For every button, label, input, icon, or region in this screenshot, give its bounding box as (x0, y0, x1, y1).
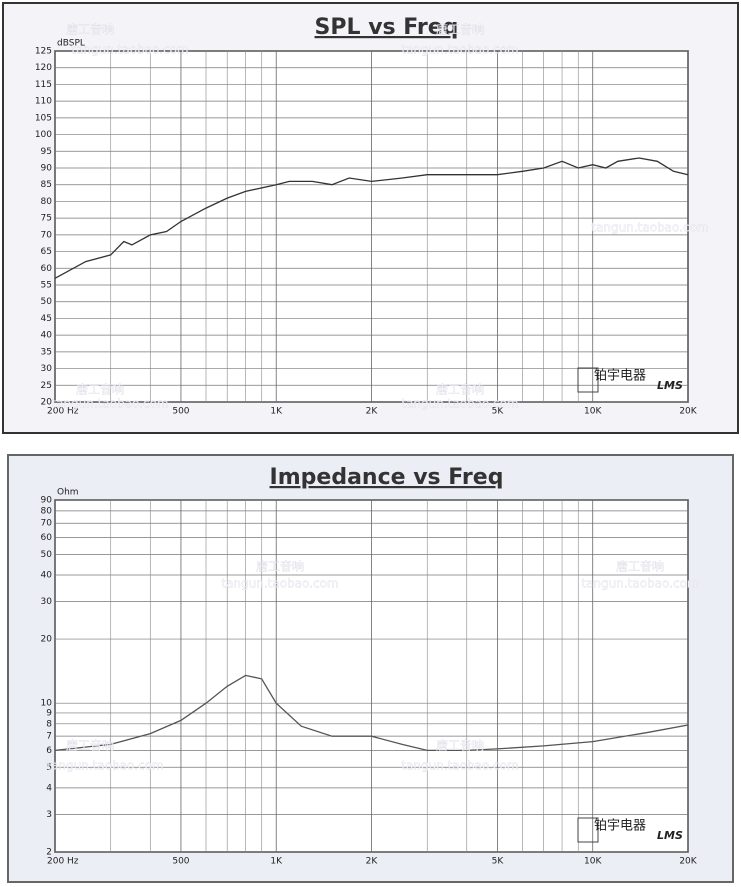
y-tick-label: 75 (41, 214, 52, 224)
y-tick-label: 90 (41, 164, 53, 174)
y-tick-label: 20 (41, 398, 53, 408)
logo-box (577, 367, 599, 393)
watermark: 唐工音响 (76, 382, 124, 397)
watermark: tangun.taobao.com (51, 397, 168, 411)
x-tick-label: 200 Hz (47, 857, 79, 867)
watermark: tangun.taobao.com (581, 577, 698, 591)
y-tick-label: 80 (41, 506, 53, 516)
watermark: tangun.taobao.com (46, 759, 163, 773)
y-tick-label: 70 (41, 519, 53, 529)
y-axis-label: dBSPL (57, 39, 85, 49)
watermark: 唐工音响 (66, 738, 114, 753)
y-tick-label: 30 (41, 364, 53, 374)
watermark: 唐工音响 (436, 738, 484, 753)
watermark: 唐工音响 (436, 22, 484, 37)
x-tick-label: 2K (366, 857, 379, 867)
y-tick-label: 9 (46, 708, 52, 718)
y-tick-label: 35 (41, 347, 52, 357)
x-tick-label: 500 (172, 407, 189, 417)
watermark: 唐工音响 (436, 382, 484, 397)
y-tick-label: 7 (46, 732, 52, 742)
x-tick-label: 500 (172, 857, 189, 867)
x-tick-label: 5K (492, 407, 505, 417)
y-tick-label: 105 (35, 113, 52, 123)
x-tick-label: 1K (270, 857, 283, 867)
x-tick-label: 1K (270, 407, 283, 417)
y-tick-label: 80 (41, 197, 53, 207)
y-tick-label: 70 (41, 230, 53, 240)
logo-text: LMS (657, 379, 683, 392)
logo-box (577, 817, 599, 843)
y-tick-label: 40 (41, 570, 53, 580)
y-tick-label: 4 (46, 783, 52, 793)
y-tick-label: 5 (46, 763, 52, 773)
watermark: 唐工音响 (66, 22, 114, 37)
x-tick-label: 10K (584, 407, 602, 417)
x-tick-label: 20K (679, 857, 697, 867)
watermark: tangun.taobao.com (401, 43, 518, 57)
y-axis-label: Ohm (57, 488, 79, 498)
y-tick-label: 8 (46, 719, 52, 729)
x-tick-label: 10K (584, 857, 602, 867)
watermark: tangun.taobao.com (591, 221, 708, 235)
chart-title: SPL vs Freq (315, 15, 459, 40)
watermark: 唐工音响 (616, 559, 664, 574)
y-tick-label: 50 (41, 297, 53, 307)
data-line (54, 157, 689, 279)
y-tick-label: 100 (35, 130, 52, 140)
y-tick-label: 125 (35, 47, 52, 57)
y-tick-label: 30 (41, 597, 53, 607)
y-tick-label: 10 (41, 699, 53, 709)
y-tick-label: 120 (35, 63, 52, 73)
watermark: tangun.taobao.com (401, 397, 518, 411)
y-tick-label: 65 (41, 247, 52, 257)
y-tick-label: 95 (41, 147, 52, 157)
y-tick-label: 60 (41, 264, 53, 274)
y-tick-label: 3 (46, 810, 52, 820)
y-tick-label: 85 (41, 180, 52, 190)
x-tick-label: 200 Hz (47, 407, 79, 417)
logo-text: 铂宇电器 (594, 818, 646, 834)
watermark: 唐工音响 (256, 559, 304, 574)
y-tick-label: 40 (41, 331, 53, 341)
y-tick-label: 25 (41, 381, 52, 391)
x-tick-label: 5K (492, 857, 505, 867)
logo-text: LMS (657, 829, 683, 842)
y-tick-label: 110 (35, 97, 52, 107)
y-tick-label: 2 (46, 848, 52, 858)
y-tick-label: 115 (35, 80, 52, 90)
y-tick-label: 55 (41, 281, 52, 291)
y-tick-label: 60 (41, 533, 53, 543)
watermark: tangun.taobao.com (221, 577, 338, 591)
logo-text: 铂宇电器 (594, 368, 646, 384)
y-tick-label: 50 (41, 550, 53, 560)
x-tick-label: 2K (366, 407, 379, 417)
data-line (54, 674, 689, 752)
y-tick-label: 20 (41, 635, 53, 645)
watermark: tangun.taobao.com (71, 43, 188, 57)
chart-title: Impedance vs Freq (270, 465, 504, 490)
y-tick-label: 90 (41, 496, 53, 506)
x-tick-label: 20K (679, 407, 697, 417)
watermark: tangun.taobao.com (401, 759, 518, 773)
y-tick-label: 6 (46, 746, 52, 756)
y-tick-label: 45 (41, 314, 52, 324)
